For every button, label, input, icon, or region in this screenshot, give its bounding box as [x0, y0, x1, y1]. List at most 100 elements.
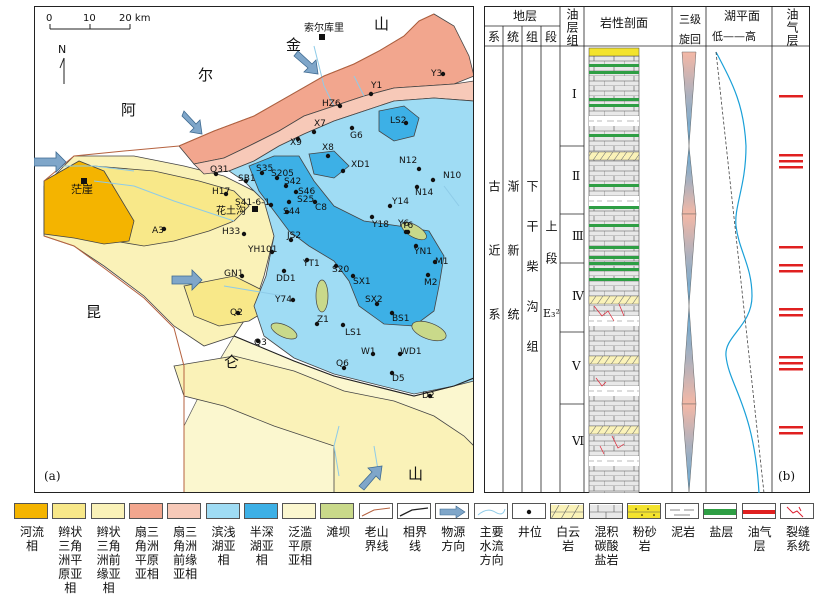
- oil-layer-mark: [779, 154, 803, 157]
- salt-band: [589, 71, 639, 74]
- col-member-value: 上段: [544, 220, 558, 284]
- well-marker: [325, 153, 331, 159]
- legend-swatch: [52, 503, 87, 519]
- well-label: BS1: [392, 314, 410, 324]
- well-label: Y3: [431, 69, 443, 79]
- legend-item-siltstone: 粉砂岩: [626, 503, 663, 553]
- legend-label: 物源方向: [441, 525, 466, 553]
- map-svg: [33, 6, 474, 493]
- col-header-group: 组: [526, 30, 539, 44]
- legend-swatch: [511, 503, 546, 519]
- well-marker: [241, 231, 247, 237]
- well-label: Y18: [372, 220, 389, 230]
- well-label: S46: [298, 187, 316, 197]
- well-label: S205: [271, 169, 294, 179]
- salt-icon: [704, 509, 737, 515]
- legend-item-braided-front: 辫状三角洲前缘亚相: [90, 503, 127, 595]
- dolomite-band: [588, 355, 640, 365]
- col-series-value: 渐新统: [506, 180, 520, 372]
- legend-item-fan-plain: 扇三角洲平原亚相: [128, 503, 165, 581]
- legend-swatch: [626, 503, 661, 519]
- legend-swatch: [90, 503, 125, 519]
- well-label: JS2: [287, 231, 302, 241]
- facies-boundary: [233, 335, 473, 397]
- well-label: W1: [361, 347, 376, 357]
- column-svg: [484, 6, 810, 494]
- col-header-system: 系: [488, 30, 501, 44]
- city-label: 花土沟: [216, 206, 246, 217]
- well-label: S35: [256, 164, 274, 174]
- city-label: 索尔库里: [304, 23, 344, 34]
- well-marker: [293, 189, 299, 195]
- well-marker: [281, 268, 287, 274]
- salt-band: [589, 98, 639, 101]
- beach-bar-shape: [411, 320, 447, 342]
- well-marker: [350, 273, 356, 279]
- oil-layer-mark: [779, 426, 803, 429]
- salt-band: [589, 278, 639, 281]
- source-arrow: [33, 151, 67, 173]
- well-label: LS2: [390, 116, 407, 126]
- col-group-value: 下干柴沟组: [525, 180, 539, 380]
- well-label: X8: [322, 143, 334, 153]
- lithology-column: [588, 55, 640, 494]
- oil-layer-mark: [779, 95, 803, 98]
- well-label: C8: [315, 203, 328, 213]
- salt-band: [589, 184, 639, 187]
- well-marker: [368, 91, 374, 97]
- well-marker: [269, 249, 275, 255]
- well-label: HZ6: [322, 99, 341, 109]
- oil-layer-mark: [779, 356, 803, 359]
- legend-label: 混积碳酸盐岩: [594, 525, 619, 567]
- legend-swatch: [780, 503, 814, 519]
- cycle-shape: [681, 51, 697, 147]
- col-header-oil-group: 油层组: [565, 8, 579, 47]
- well-marker: [235, 310, 241, 316]
- salt-band: [589, 246, 639, 249]
- well-label: GN1: [224, 269, 244, 279]
- dolomite-band: [588, 425, 640, 435]
- well-label: Q3: [254, 338, 267, 348]
- legend-label: 滨浅湖亚相: [211, 525, 236, 567]
- well-marker: [425, 272, 431, 278]
- well-label: S20: [332, 265, 350, 275]
- well-label: Y6: [398, 219, 410, 229]
- well-label: YN1: [414, 247, 432, 257]
- city-marker: [252, 206, 258, 212]
- legend-swatch: [14, 503, 48, 519]
- col-header-cycle: 三级旋回: [679, 13, 701, 46]
- legend-item-beach-bar: 滩坝: [320, 503, 356, 539]
- col-header-lake: 湖平面: [724, 9, 761, 23]
- legend-swatch: [397, 503, 431, 519]
- scale-tick-10: 10: [83, 13, 96, 24]
- well-label: SB1: [238, 174, 256, 184]
- panel-label-b: (b): [778, 469, 796, 483]
- well-label: G6: [350, 131, 363, 141]
- well-marker: [340, 322, 346, 328]
- well-marker: [387, 203, 393, 209]
- dolomite-band: [588, 295, 640, 305]
- legend-label: 主要水流方向: [479, 525, 504, 567]
- well-label: S41-6-1: [235, 198, 271, 208]
- legend-item-fracture: 裂缝系统: [780, 503, 816, 553]
- region-label-shan-top: 山: [374, 15, 390, 33]
- well-label: Y14: [392, 197, 409, 207]
- scale-tick-20: 20 km: [119, 13, 151, 24]
- legend-label: 相界线: [402, 525, 427, 553]
- well-marker: [312, 199, 318, 205]
- old-mountain-boundary: [43, 13, 435, 182]
- well-label: X7: [314, 119, 326, 129]
- region-label-lun: 仑: [224, 353, 240, 371]
- legend-label: 白云岩: [556, 525, 581, 553]
- region-label-kun: 昆: [86, 303, 102, 321]
- well-label: Y6: [402, 221, 414, 231]
- oil-group-label: Ⅳ: [572, 289, 584, 303]
- legend-swatch: [473, 503, 508, 519]
- well-label: Y74: [275, 295, 292, 305]
- region-label-a: 阿: [121, 101, 137, 119]
- salt-band: [589, 256, 639, 259]
- oil-layer-mark: [779, 362, 803, 365]
- well-label: SX2: [365, 295, 383, 305]
- well-marker: [268, 202, 274, 208]
- well-label: Y1: [371, 81, 383, 91]
